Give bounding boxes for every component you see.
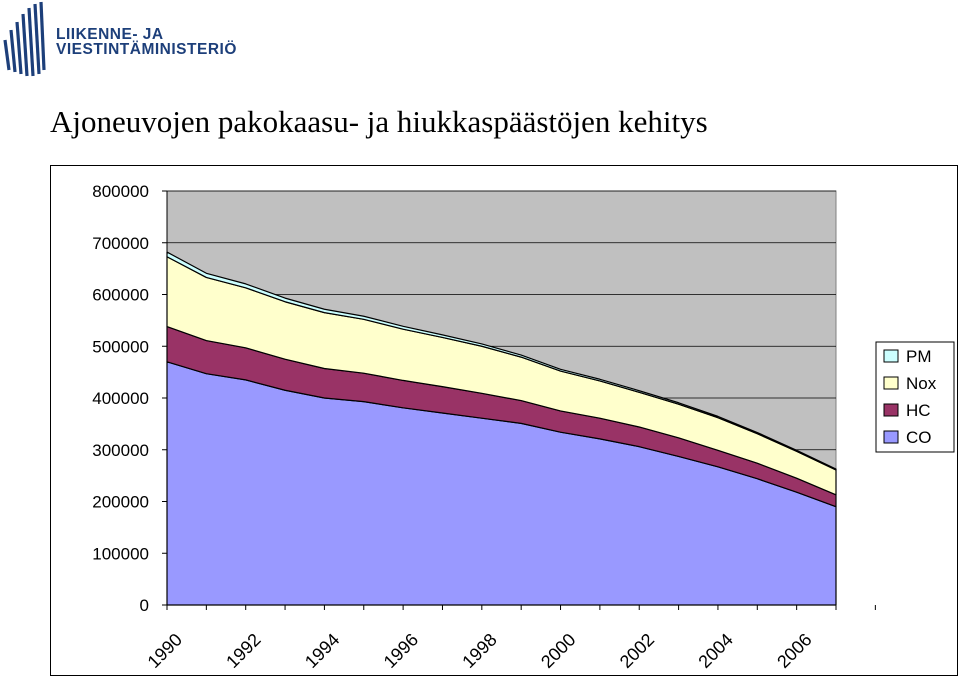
x-tick-label: 1990 [144,630,186,672]
x-tick-label: 2004 [694,630,736,672]
y-axis-ticks: 0 100000 200000 300000 400000 500000 600000 700… [92,182,167,615]
logo-text-line2: VIESTINTÄMINISTERIÖ [56,41,237,58]
x-tick-label: 1994 [301,630,343,672]
x-tick-label: 1992 [222,630,264,672]
ministry-logo: LIIKENNE- JA VIESTINTÄMINISTERIÖ [0,0,270,80]
area-pm [166,251,837,471]
legend: PM Nox HC CO [875,341,955,453]
y-tick-label: 300000 [92,441,149,460]
x-tick-label: 1998 [458,630,500,672]
y-tick-label: 200000 [92,493,149,512]
page-title: Ajoneuvojen pakokaasu- ja hiukkaspäästöj… [50,104,708,139]
y-tick-label: 500000 [92,337,149,356]
logo-text-line1: LIIKENNE- JA [56,26,164,43]
logo-emblem-icon [3,1,46,77]
y-tick-label: 600000 [92,286,149,305]
legend-label-co: CO [906,428,932,447]
legend-swatch-pm [883,349,899,363]
x-tick-label: 2002 [616,630,658,672]
x-tick-label: 1996 [380,630,422,672]
y-tick-label: 400000 [92,389,149,408]
y-tick-label: 100000 [92,544,149,563]
y-tick-label: 800000 [92,182,149,201]
area-series [166,251,837,606]
legend-label-hc: HC [906,401,931,420]
x-tick-label: 2000 [537,630,579,672]
legend-swatch-co [883,430,899,444]
y-tick-label: 0 [140,596,149,615]
x-axis-ticks: 1990 1992 1994 1996 1998 2000 2002 2004 2006 [144,605,876,672]
y-tick-label: 700000 [92,234,149,253]
legend-label-nox: Nox [906,374,937,393]
legend-label-pm: PM [906,347,932,366]
legend-swatch-nox [883,376,899,390]
x-tick-label: 2006 [773,630,815,672]
legend-swatch-hc [883,403,899,417]
